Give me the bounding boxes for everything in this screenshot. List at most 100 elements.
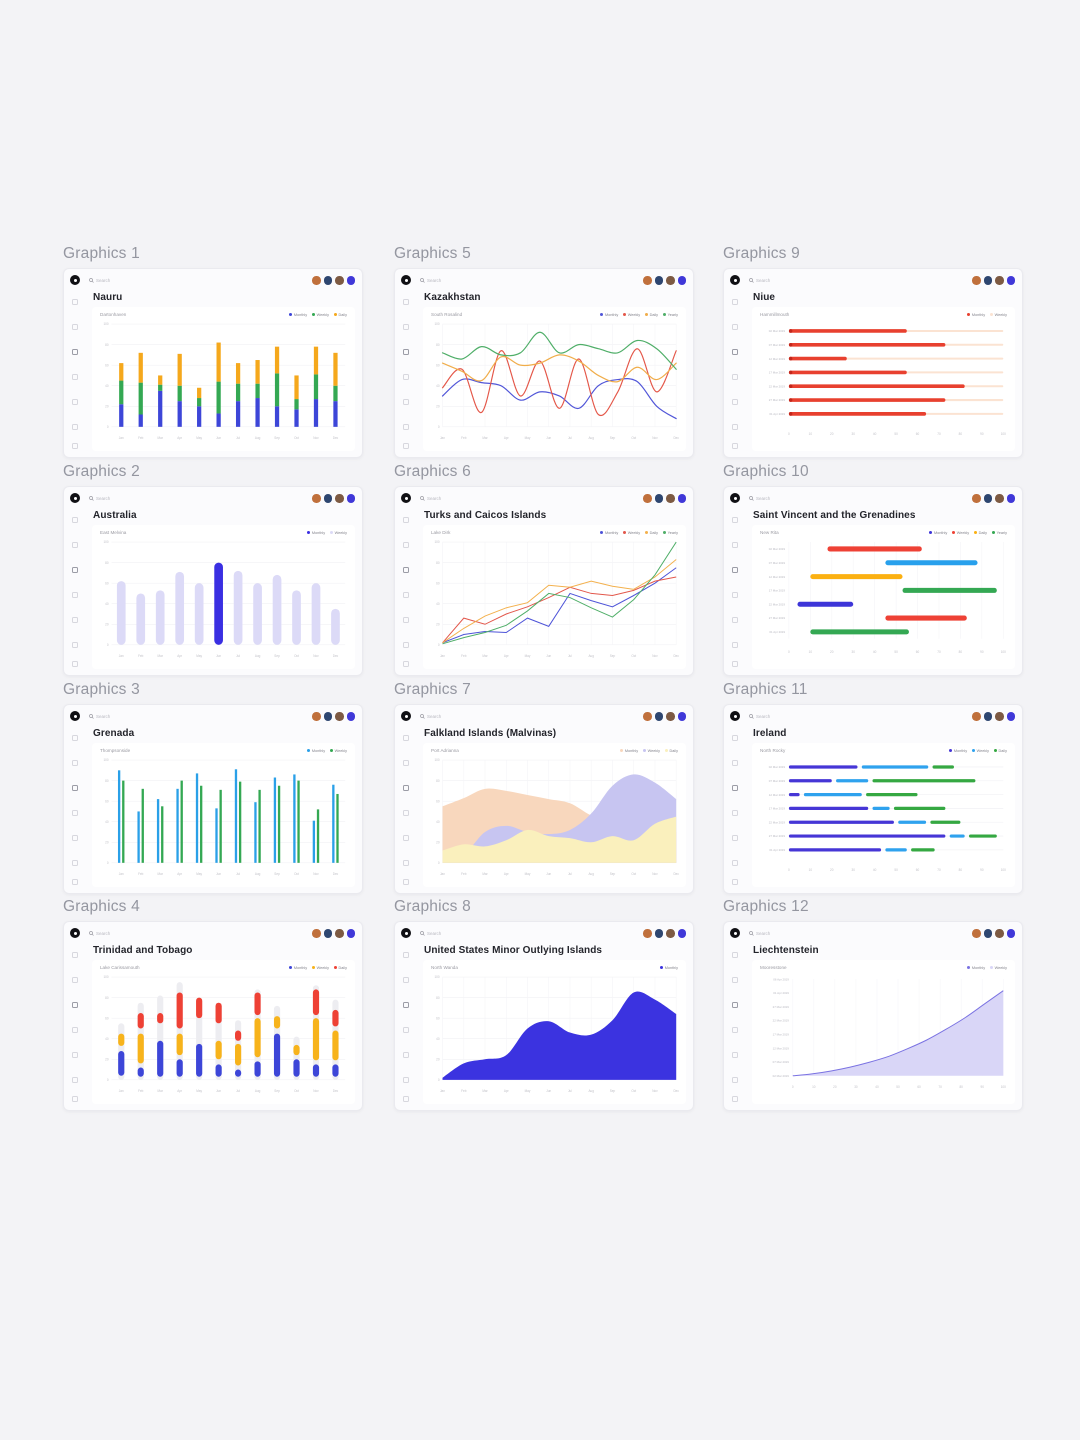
add-user-button[interactable] <box>346 712 355 721</box>
percent-icon[interactable] <box>732 567 738 573</box>
add-user-button[interactable] <box>346 276 355 285</box>
chat-icon[interactable] <box>403 860 409 866</box>
layers-icon[interactable] <box>403 1027 409 1033</box>
avatar[interactable] <box>654 494 663 503</box>
layers-icon[interactable] <box>403 810 409 816</box>
calendar-icon[interactable] <box>732 835 738 841</box>
legend-item[interactable]: Weekly <box>330 531 347 535</box>
percent-icon[interactable] <box>732 1002 738 1008</box>
layers-icon[interactable] <box>732 374 738 380</box>
legend-item[interactable]: Daily <box>665 749 678 753</box>
search-input[interactable]: Search <box>89 931 110 936</box>
chat-icon[interactable] <box>732 1077 738 1083</box>
avatar[interactable] <box>995 276 1004 285</box>
legend-item[interactable]: Weekly <box>623 531 640 535</box>
add-user-button[interactable] <box>346 929 355 938</box>
stats-icon[interactable] <box>403 542 409 548</box>
legend-item[interactable]: Monthly <box>620 749 638 753</box>
bell-icon[interactable] <box>403 1096 409 1102</box>
avatar[interactable] <box>983 929 992 938</box>
calendar-icon[interactable] <box>732 399 738 405</box>
stats-icon[interactable] <box>732 760 738 766</box>
bell-icon[interactable] <box>72 1096 78 1102</box>
calendar-icon[interactable] <box>72 399 78 405</box>
avatar[interactable] <box>666 929 675 938</box>
bell-icon[interactable] <box>732 1096 738 1102</box>
stats-icon[interactable] <box>403 324 409 330</box>
avatar[interactable] <box>643 929 652 938</box>
avatar[interactable] <box>312 494 321 503</box>
legend-item[interactable]: Weekly <box>990 966 1007 970</box>
search-input[interactable]: Search <box>749 931 770 936</box>
chat-icon[interactable] <box>403 1077 409 1083</box>
legend-item[interactable]: Monthly <box>967 313 985 317</box>
bell-icon[interactable] <box>403 661 409 667</box>
percent-icon[interactable] <box>732 349 738 355</box>
home-icon[interactable] <box>72 517 78 523</box>
app-logo[interactable] <box>70 275 80 285</box>
layers-icon[interactable] <box>403 592 409 598</box>
layers-icon[interactable] <box>72 374 78 380</box>
avatar[interactable] <box>983 712 992 721</box>
avatar[interactable] <box>335 712 344 721</box>
layers-icon[interactable] <box>732 810 738 816</box>
calendar-icon[interactable] <box>403 835 409 841</box>
stats-icon[interactable] <box>72 977 78 983</box>
legend-item[interactable]: Weekly <box>990 313 1007 317</box>
bell-icon[interactable] <box>72 879 78 885</box>
app-logo[interactable] <box>401 711 411 721</box>
avatar[interactable] <box>995 494 1004 503</box>
home-icon[interactable] <box>72 952 78 958</box>
legend-item[interactable]: Yearly <box>663 313 678 317</box>
calendar-icon[interactable] <box>72 835 78 841</box>
bell-icon[interactable] <box>72 443 78 449</box>
search-input[interactable]: Search <box>749 496 770 501</box>
add-user-button[interactable] <box>677 929 686 938</box>
add-user-button[interactable] <box>677 712 686 721</box>
chat-icon[interactable] <box>403 424 409 430</box>
search-input[interactable]: Search <box>420 714 441 719</box>
avatar[interactable] <box>643 276 652 285</box>
search-input[interactable]: Search <box>89 714 110 719</box>
avatar[interactable] <box>643 494 652 503</box>
legend-item[interactable]: Monthly <box>307 531 325 535</box>
legend-item[interactable]: Weekly <box>312 313 329 317</box>
app-logo[interactable] <box>730 711 740 721</box>
legend-item[interactable]: Daily <box>994 749 1007 753</box>
calendar-icon[interactable] <box>732 1052 738 1058</box>
calendar-icon[interactable] <box>403 399 409 405</box>
avatar[interactable] <box>983 494 992 503</box>
legend-item[interactable]: Weekly <box>643 749 660 753</box>
layers-icon[interactable] <box>72 810 78 816</box>
avatar[interactable] <box>654 712 663 721</box>
legend-item[interactable]: Monthly <box>600 531 618 535</box>
home-icon[interactable] <box>72 735 78 741</box>
avatar[interactable] <box>983 276 992 285</box>
legend-item[interactable]: Monthly <box>660 966 678 970</box>
stats-icon[interactable] <box>732 324 738 330</box>
stats-icon[interactable] <box>72 324 78 330</box>
add-user-button[interactable] <box>1006 929 1015 938</box>
percent-icon[interactable] <box>72 785 78 791</box>
legend-item[interactable]: Yearly <box>663 531 678 535</box>
avatar[interactable] <box>666 712 675 721</box>
calendar-icon[interactable] <box>72 1052 78 1058</box>
chat-icon[interactable] <box>732 424 738 430</box>
chat-icon[interactable] <box>732 642 738 648</box>
bell-icon[interactable] <box>403 879 409 885</box>
app-logo[interactable] <box>730 493 740 503</box>
calendar-icon[interactable] <box>403 617 409 623</box>
add-user-button[interactable] <box>677 494 686 503</box>
bell-icon[interactable] <box>403 443 409 449</box>
legend-item[interactable]: Monthly <box>289 313 307 317</box>
home-icon[interactable] <box>72 299 78 305</box>
stats-icon[interactable] <box>72 542 78 548</box>
bell-icon[interactable] <box>732 443 738 449</box>
legend-item[interactable]: Monthly <box>929 531 947 535</box>
avatar[interactable] <box>972 929 981 938</box>
app-logo[interactable] <box>401 275 411 285</box>
avatar[interactable] <box>312 929 321 938</box>
search-input[interactable]: Search <box>420 496 441 501</box>
chat-icon[interactable] <box>72 424 78 430</box>
percent-icon[interactable] <box>72 567 78 573</box>
